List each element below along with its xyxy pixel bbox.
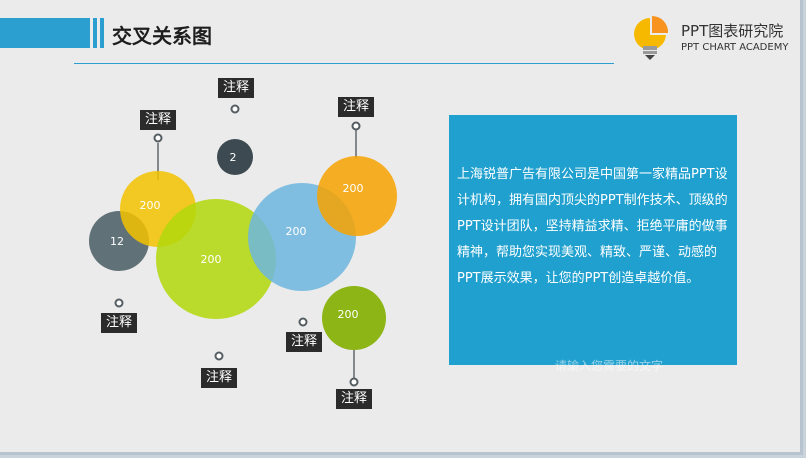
callout-label: 注释 [201,368,238,388]
callout-label: 注释 [286,332,323,352]
circle-label: 200 [201,253,222,266]
circle-label: 200 [140,199,161,212]
callout-label: 注释 [336,389,373,409]
circle-label: 12 [110,235,124,248]
circle-lime [156,199,276,319]
circle-label: 200 [343,182,364,195]
circle-small-dark [217,139,253,175]
circle-labels: 12 200 2 200 200 200 200 [110,151,364,321]
header-accent-bar [0,18,90,48]
circle-orange [317,156,397,236]
overflow-text: 请输入您需要的文字 [555,359,664,373]
page-title: 交叉关系图 [112,24,212,48]
callout-label: 注释 [218,78,255,98]
title-underline [74,63,614,64]
callout-label: 注释 [140,110,177,130]
logo-name: PPT图表研究院 [681,22,784,40]
description-box: 上海锐普广告有限公司是中国第一家精品PPT设计机构，拥有国内顶尖的PPT制作技术… [449,115,737,365]
callout-label: 注释 [338,97,375,117]
logo-icon [634,15,669,60]
circle-label: 200 [286,225,307,238]
circles [89,139,397,350]
circle-label: 2 [230,151,237,164]
header-accent-stripe [100,18,104,48]
callout-label: 注释 [101,313,138,333]
anchor-dots [114,104,361,387]
circle-olive [322,286,386,350]
circle-label: 200 [338,308,359,321]
logo-subtitle: PPT CHART ACADEMY [681,42,789,53]
header-accent-stripe [93,18,97,48]
description-text: 上海锐普广告有限公司是中国第一家精品PPT设计机构，拥有国内顶尖的PPT制作技术… [457,167,728,286]
